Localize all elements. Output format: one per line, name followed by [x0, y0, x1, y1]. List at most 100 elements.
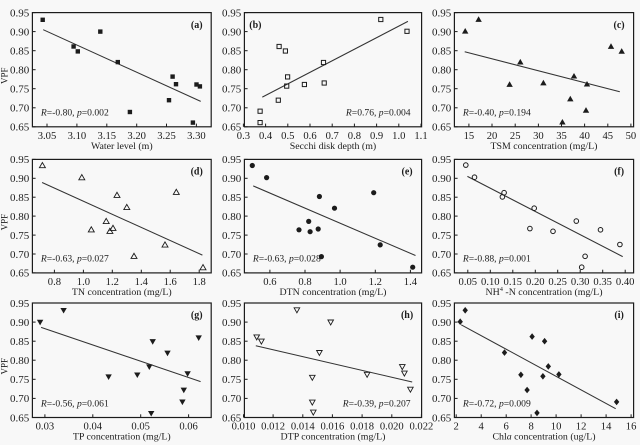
svg-text:14: 14 [601, 422, 612, 433]
svg-text:0.85: 0.85 [432, 192, 452, 204]
svg-text:(d): (d) [191, 167, 203, 178]
svg-text:10: 10 [551, 422, 562, 433]
svg-text:R=-0.63, p=0.027: R=-0.63, p=0.027 [40, 254, 109, 265]
svg-text:0.80: 0.80 [432, 355, 452, 367]
svg-text:0.8: 0.8 [48, 277, 61, 288]
svg-text:0.04: 0.04 [84, 422, 103, 433]
svg-text:3.05: 3.05 [38, 131, 57, 142]
svg-text:4: 4 [479, 422, 485, 433]
svg-text:0.70: 0.70 [222, 393, 242, 405]
svg-text:0.85: 0.85 [432, 336, 452, 348]
svg-text:35: 35 [556, 131, 567, 142]
svg-text:15: 15 [464, 131, 475, 142]
svg-text:0.70: 0.70 [222, 103, 242, 115]
svg-text:R=-0.40, p=0.194: R=-0.40, p=0.194 [462, 108, 531, 119]
svg-text:R=-0.80, p=0.002: R=-0.80, p=0.002 [40, 108, 109, 119]
svg-text:(i): (i) [614, 310, 623, 321]
svg-text:0.70: 0.70 [10, 393, 30, 405]
svg-text:NH4 -N concentration (mg/L): NH4 -N concentration (mg/L) [485, 286, 602, 298]
svg-text:0.65: 0.65 [222, 268, 242, 280]
svg-text:(e): (e) [402, 167, 413, 178]
svg-text:R=0.76, p=0.004: R=0.76, p=0.004 [345, 108, 411, 119]
svg-text:0.85: 0.85 [10, 46, 30, 58]
svg-text:(a): (a) [191, 20, 203, 31]
svg-text:R=-0.63, p=0.028: R=-0.63, p=0.028 [252, 254, 321, 265]
svg-text:0.75: 0.75 [10, 84, 30, 96]
svg-text:1.2: 1.2 [106, 277, 119, 288]
svg-text:0.70: 0.70 [432, 393, 452, 405]
svg-text:0.10: 0.10 [481, 277, 500, 288]
svg-text:0.95: 0.95 [432, 7, 452, 19]
svg-text:0.75: 0.75 [432, 374, 452, 386]
svg-text:0.75: 0.75 [222, 230, 242, 242]
svg-text:DTN concentration (mg/L): DTN concentration (mg/L) [280, 287, 387, 298]
svg-text:0.70: 0.70 [432, 103, 452, 115]
svg-text:16: 16 [626, 422, 637, 433]
svg-text:0.80: 0.80 [10, 65, 30, 77]
svg-text:VPF: VPF [0, 214, 10, 231]
svg-text:0.80: 0.80 [10, 211, 30, 223]
svg-text:0.75: 0.75 [432, 84, 452, 96]
svg-text:0.9: 0.9 [370, 131, 383, 142]
svg-text:1.0: 1.0 [77, 277, 90, 288]
svg-text:0.95: 0.95 [10, 298, 30, 310]
svg-text:0.010: 0.010 [232, 422, 256, 433]
svg-text:0.6: 0.6 [303, 131, 316, 142]
svg-text:0.90: 0.90 [432, 26, 452, 38]
svg-text:Water level (m): Water level (m) [91, 141, 153, 152]
svg-text:0.85: 0.85 [10, 192, 30, 204]
svg-text:1.4: 1.4 [404, 277, 418, 288]
svg-text:TP concentration (mg/L): TP concentration (mg/L) [73, 432, 171, 443]
svg-text:TN concentration (mg/L): TN concentration (mg/L) [72, 287, 172, 298]
svg-text:0.75: 0.75 [10, 374, 30, 386]
svg-text:3.10: 3.10 [68, 131, 87, 142]
svg-text:0.018: 0.018 [350, 422, 374, 433]
svg-text:(b): (b) [249, 20, 261, 31]
svg-text:0.022: 0.022 [409, 422, 433, 433]
svg-text:0.90: 0.90 [10, 173, 30, 185]
svg-text:0.75: 0.75 [10, 230, 30, 242]
svg-text:0.7: 0.7 [326, 131, 339, 142]
svg-text:0.85: 0.85 [432, 46, 452, 58]
svg-text:0.3: 0.3 [237, 131, 250, 142]
svg-text:0.95: 0.95 [222, 298, 242, 310]
svg-text:0.35: 0.35 [593, 277, 612, 288]
svg-text:0.95: 0.95 [10, 7, 30, 19]
svg-text:0.014: 0.014 [291, 422, 316, 433]
svg-text:0.90: 0.90 [222, 26, 242, 38]
svg-text:R=-0.72, p=0.009: R=-0.72, p=0.009 [462, 398, 531, 409]
svg-text:1.0: 1.0 [333, 277, 346, 288]
svg-text:0.75: 0.75 [222, 374, 242, 386]
svg-text:50: 50 [626, 131, 637, 142]
svg-text:0.40: 0.40 [616, 277, 635, 288]
svg-text:0.65: 0.65 [432, 412, 452, 424]
svg-text:1.0: 1.0 [392, 131, 405, 142]
svg-text:0.8: 0.8 [298, 277, 311, 288]
svg-text:1.8: 1.8 [193, 277, 206, 288]
svg-text:0.016: 0.016 [320, 422, 344, 433]
svg-text:0.020: 0.020 [380, 422, 404, 433]
svg-text:0.95: 0.95 [432, 298, 452, 310]
svg-text:3.25: 3.25 [157, 131, 176, 142]
svg-text:0.06: 0.06 [179, 422, 198, 433]
svg-text:0.03: 0.03 [36, 422, 55, 433]
svg-text:0.70: 0.70 [10, 249, 30, 261]
svg-text:0.85: 0.85 [10, 336, 30, 348]
svg-text:0.75: 0.75 [222, 84, 242, 96]
svg-text:0.05: 0.05 [131, 422, 150, 433]
svg-text:0.65: 0.65 [222, 412, 242, 424]
svg-text:0.65: 0.65 [10, 122, 30, 134]
svg-text:0.85: 0.85 [222, 336, 242, 348]
svg-text:0.65: 0.65 [10, 268, 30, 280]
svg-text:(f): (f) [614, 167, 624, 178]
svg-text:0.012: 0.012 [261, 422, 285, 433]
svg-text:Chla concentration (ug/L): Chla concentration (ug/L) [492, 432, 595, 443]
svg-text:2: 2 [454, 422, 459, 433]
svg-text:3.30: 3.30 [187, 131, 206, 142]
svg-text:0.80: 0.80 [432, 211, 452, 223]
svg-text:0.90: 0.90 [10, 26, 30, 38]
svg-text:0.95: 0.95 [222, 154, 242, 166]
svg-text:0.90: 0.90 [432, 317, 452, 329]
svg-text:0.6: 0.6 [263, 277, 276, 288]
svg-text:0.85: 0.85 [222, 192, 242, 204]
